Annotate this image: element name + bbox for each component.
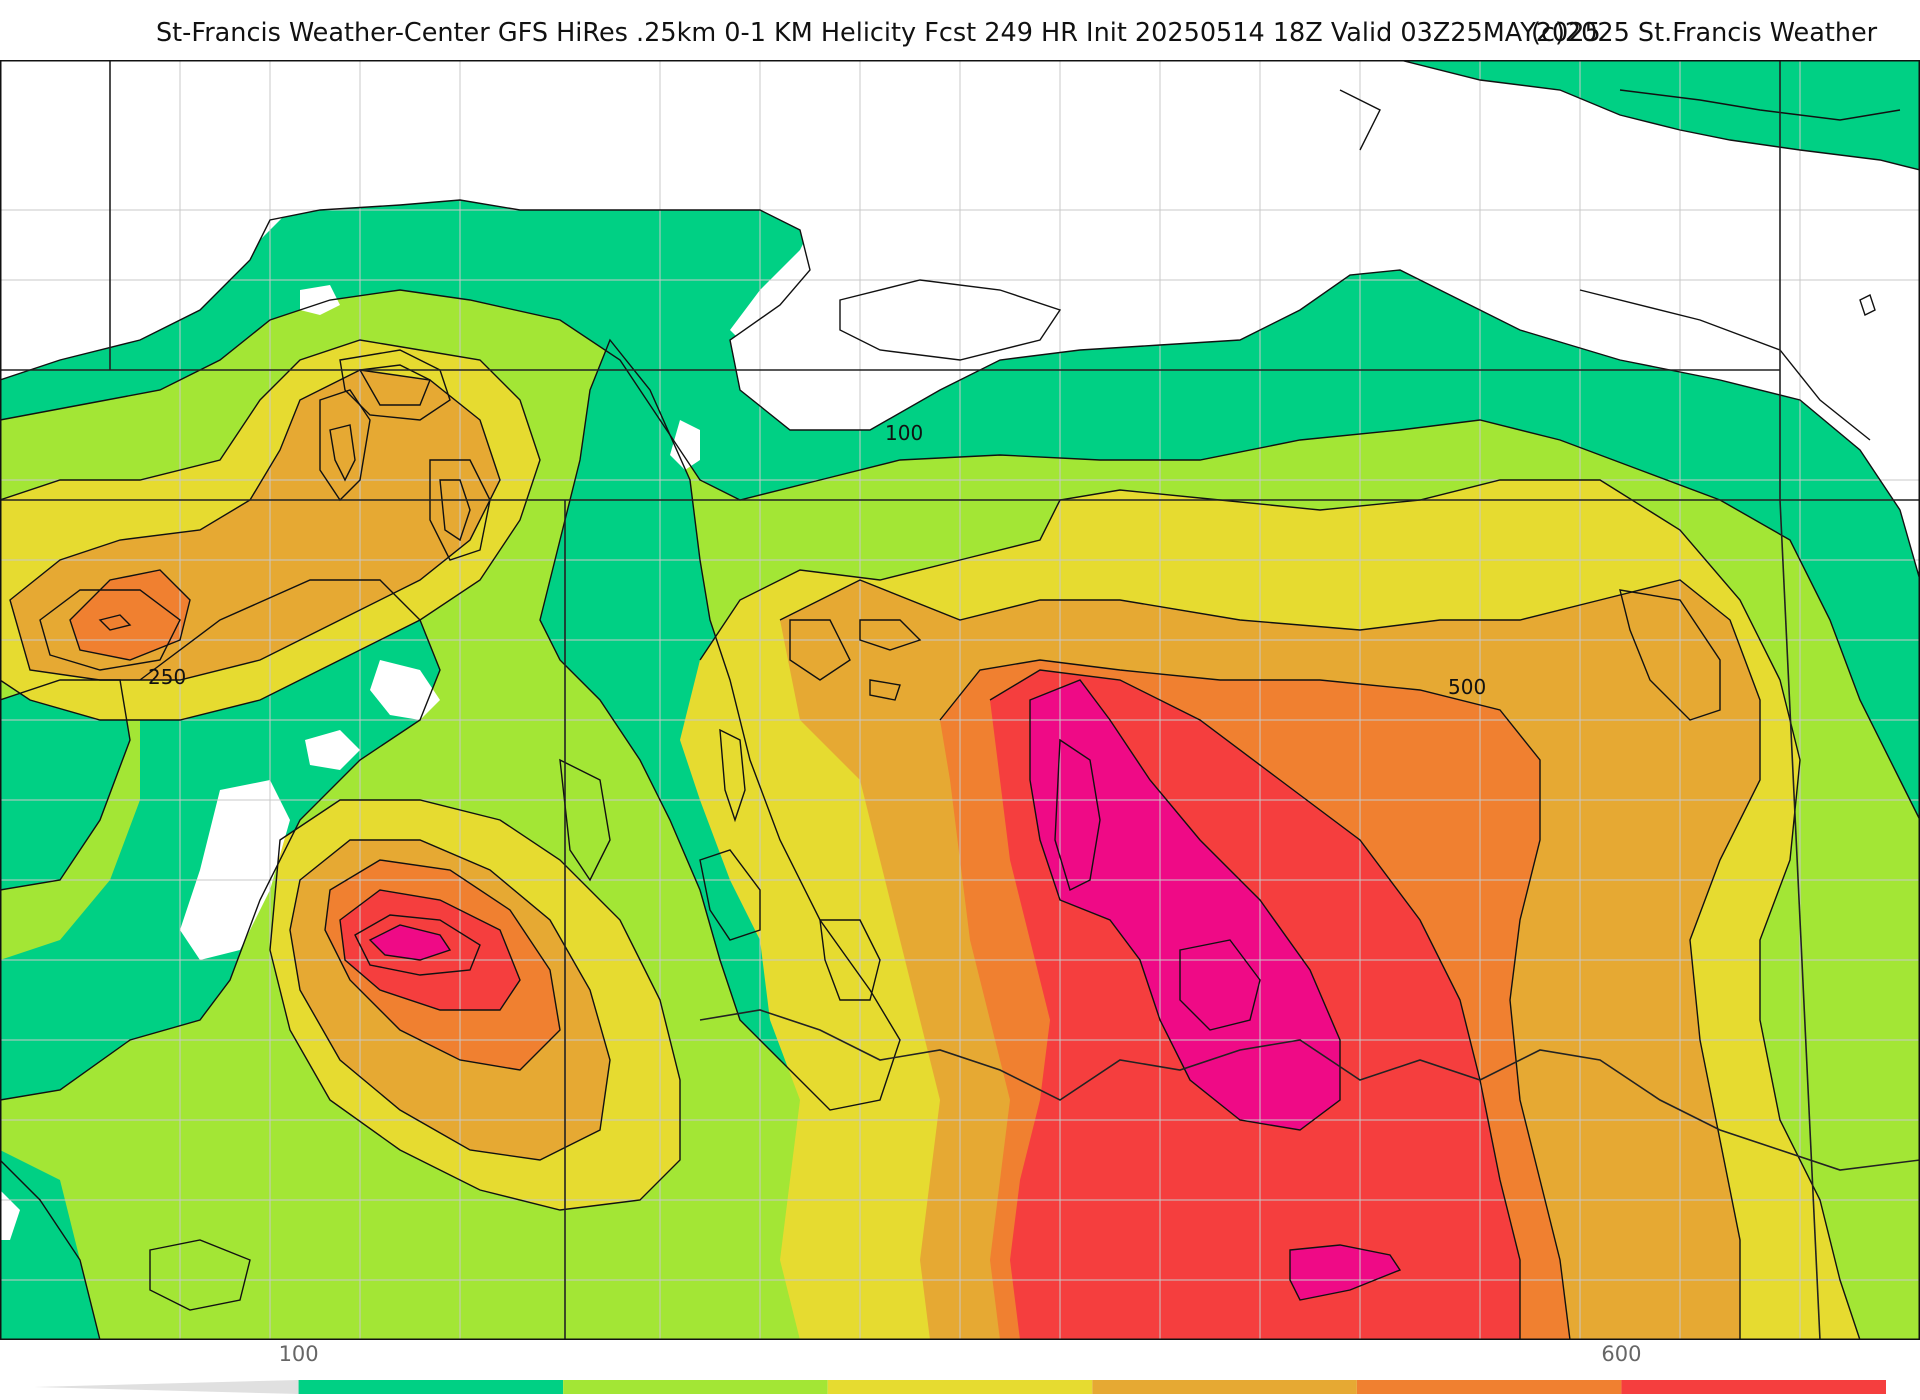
hole-d [670,420,700,470]
hole-c [180,780,290,960]
map-border [0,60,1920,1340]
colorbar-bin-5 [1621,1380,1886,1394]
fill-100-150-west [0,680,130,890]
contour-labels: 100 250 500 [148,421,1486,699]
state-boundaries [0,60,1920,1340]
hole-b [305,730,360,770]
colorbar-scale [34,1380,1886,1394]
contour-label-250: 250 [148,665,186,689]
hole-e [300,285,340,315]
hole-f [0,1190,20,1240]
colorbar-tick-label: 600 [1601,1342,1642,1366]
copyright-notice: (c)2025 St.Francis Weather [1531,18,1878,48]
colorbar-bin-3 [1092,1380,1357,1394]
hole-north [0,60,1420,380]
colorbar-low-extend [34,1380,299,1394]
fill-650-plus-sw [370,925,450,960]
colorbar-bin-4 [1356,1380,1622,1394]
fill-100-150-ne [1400,60,1920,170]
helicity-map: 100 250 500 [0,60,1920,1340]
colorbar-bin-0 [298,1380,564,1394]
colorbar-bin-2 [827,1380,1093,1394]
colorbar-bin-1 [563,1380,828,1394]
contour-label-100: 100 [885,421,923,445]
fill-450-550-nw [70,570,190,660]
colorbar: 100 600 [0,1340,1920,1400]
title-bar: St-Francis Weather-Center GFS HiRes .25k… [0,0,1920,60]
map-canvas: 100 250 500 [0,60,1920,1340]
contour-label-500: 500 [1448,675,1486,699]
fill-650-plus [1030,680,1340,1130]
chart-title: St-Francis Weather-Center GFS HiRes .25k… [156,18,1601,48]
fill-100-150-sw [0,1160,100,1340]
hole-a [370,660,440,720]
helicity-contours [0,60,1920,1340]
fill-650-plus-s [1290,1245,1400,1300]
colorbar-tick-label: 100 [278,1342,319,1366]
